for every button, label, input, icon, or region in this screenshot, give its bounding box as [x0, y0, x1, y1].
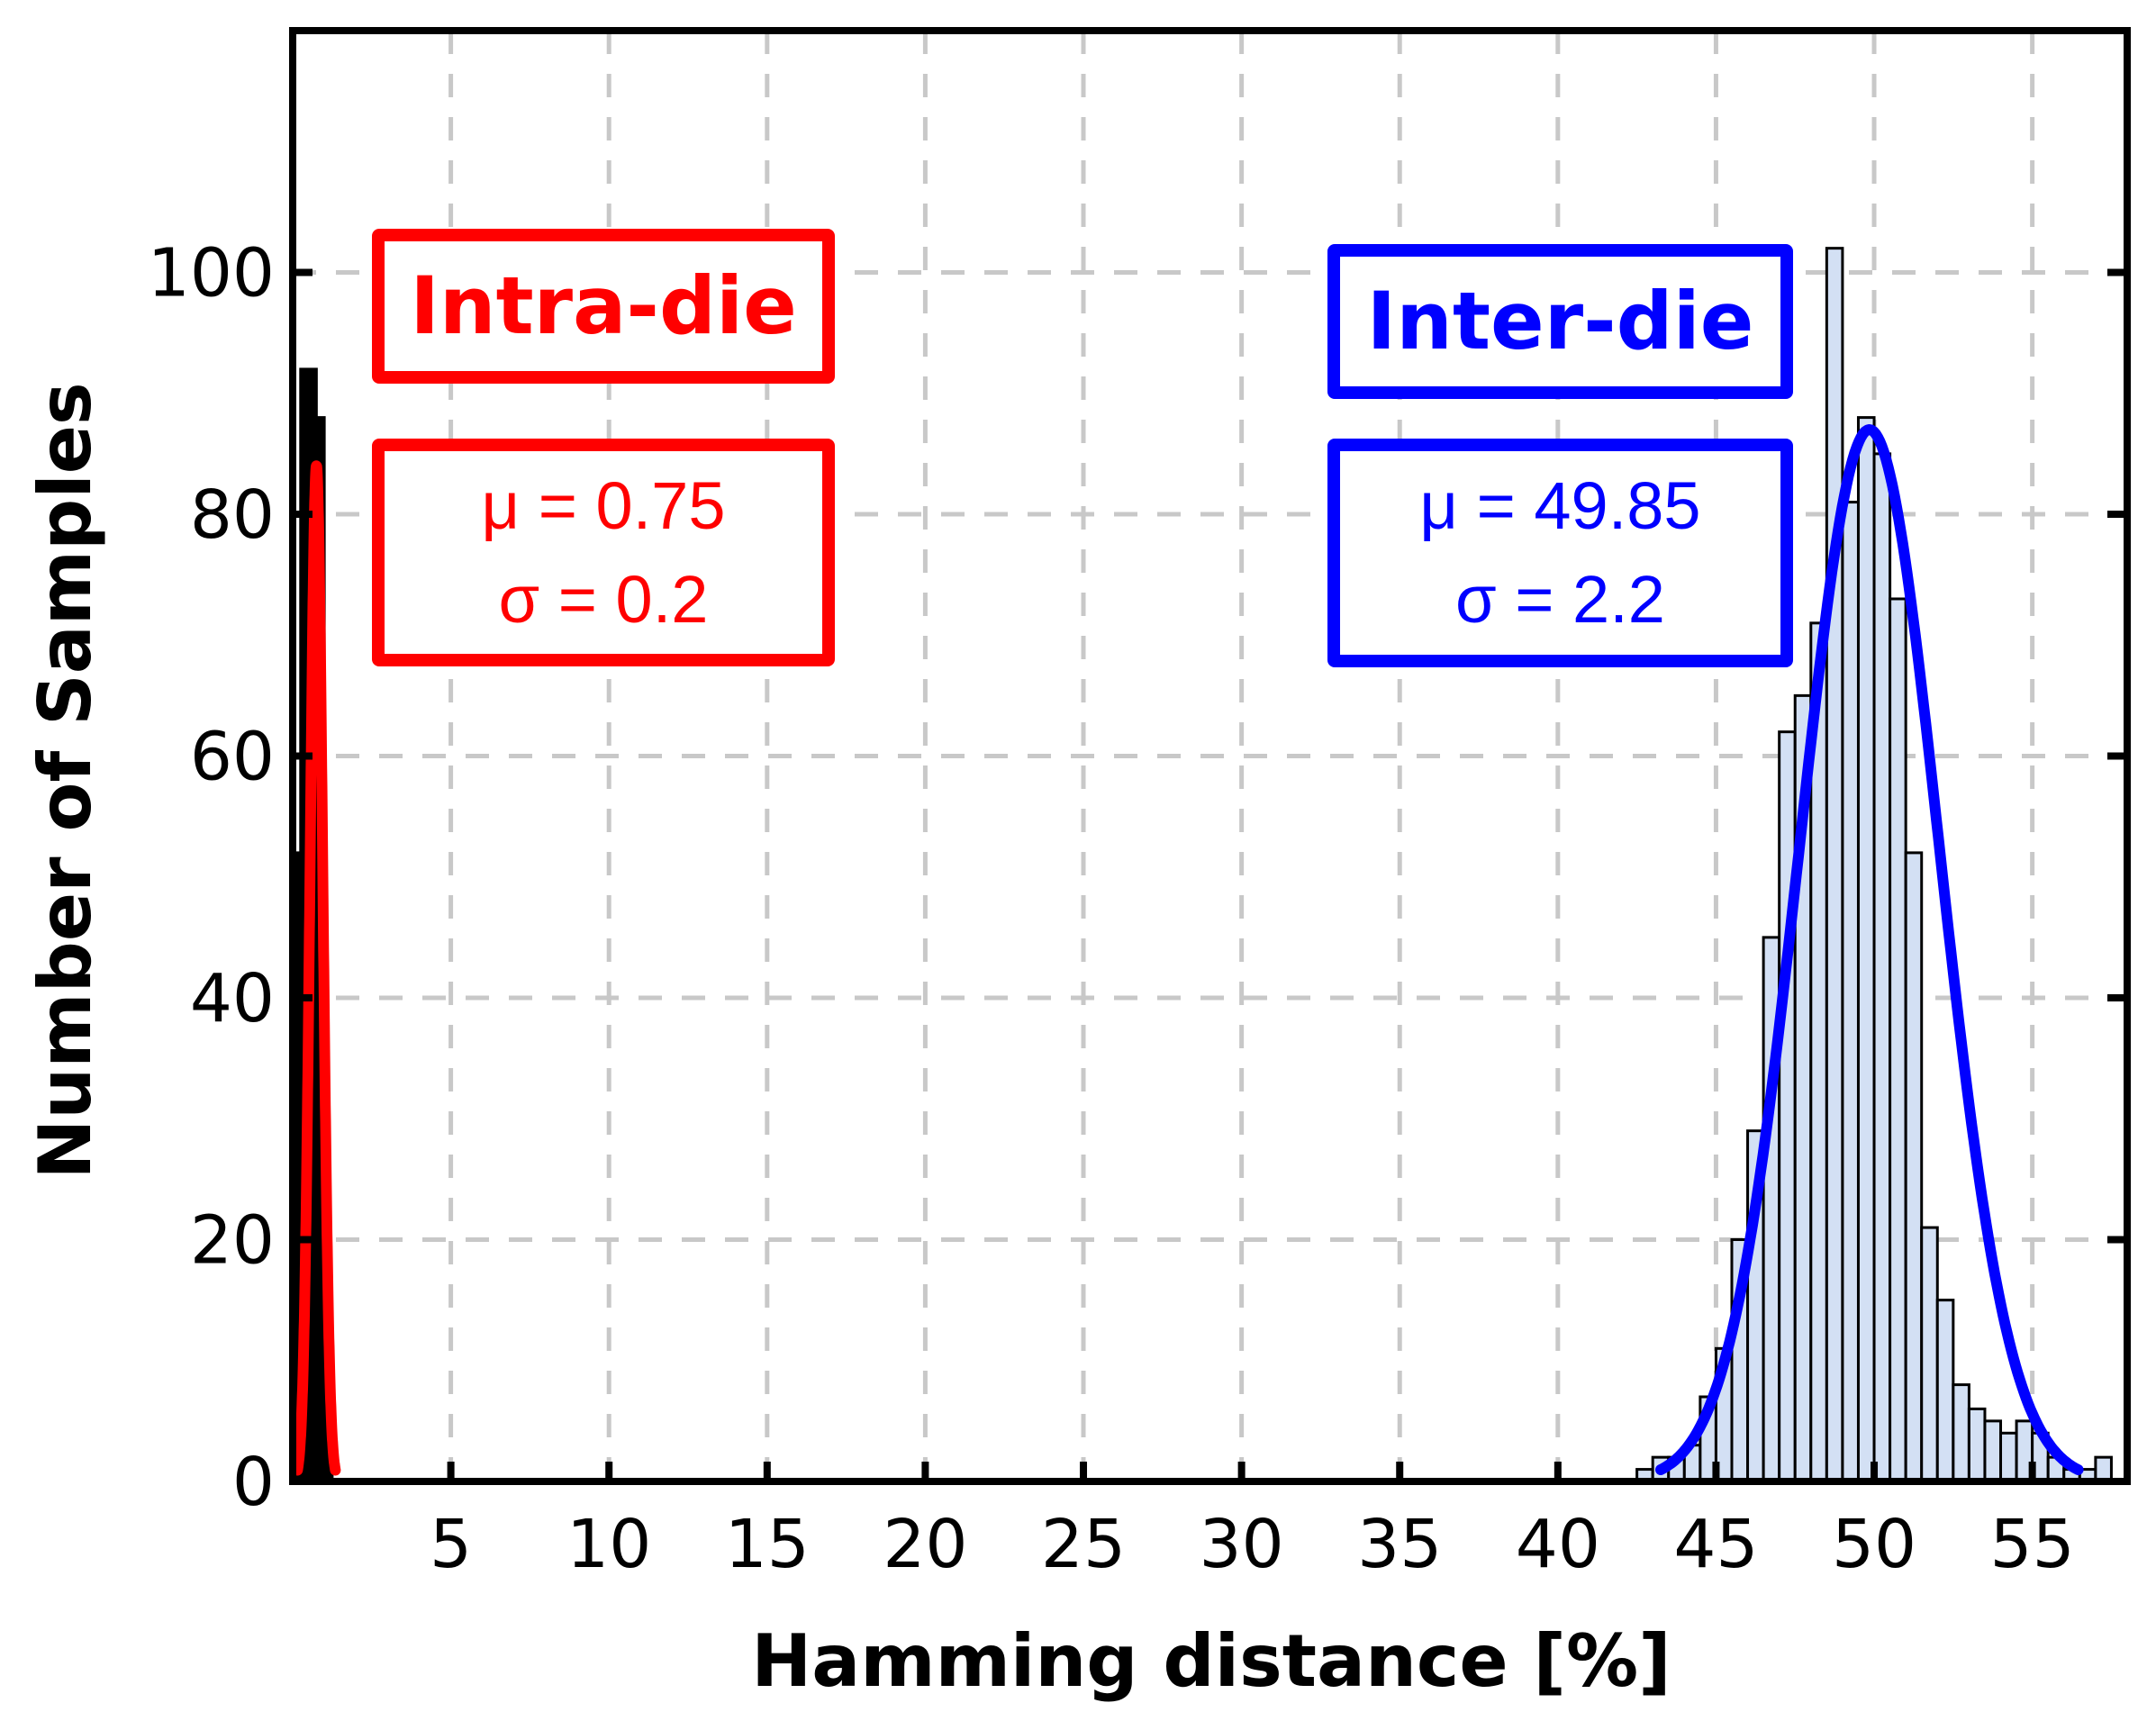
- inter-die-mu: μ = 49.85: [1419, 468, 1701, 544]
- intra-die-title: Intra-die: [410, 259, 797, 352]
- x-tick-label: 50: [1832, 1506, 1916, 1583]
- intra-die-stats-box: μ = 0.75 σ = 0.2: [372, 439, 835, 666]
- histogram-bar: [1999, 1431, 2018, 1483]
- y-tick-label: 100: [148, 235, 275, 312]
- gaussian-fit-line: [1655, 424, 2084, 1475]
- intra-die-sigma: σ = 0.2: [498, 561, 709, 637]
- x-tick-label: 30: [1200, 1506, 1284, 1583]
- inter-die-title-box: Inter-die: [1327, 244, 1793, 399]
- y-tick-label: 0: [232, 1444, 275, 1521]
- x-tick-label: 10: [566, 1506, 651, 1583]
- tick-labels: 0 20 40 60 80 100 5 10 15 20 25 30 35 40 45 50 55: [148, 235, 2075, 1584]
- histogram-bars: [291, 247, 2113, 1483]
- intra-die-title-box: Intra-die: [372, 229, 835, 384]
- gaussian-fits: [292, 424, 2084, 1476]
- histogram-bar: [1778, 730, 1797, 1483]
- y-tick-label: 40: [190, 960, 275, 1037]
- x-tick-label: 5: [430, 1506, 472, 1583]
- y-tick-label: 60: [190, 719, 275, 796]
- histogram-bar: [1983, 1419, 2003, 1483]
- histogram-bar: [1856, 416, 1876, 1483]
- inter-die-stats-box: μ = 49.85 σ = 2.2: [1327, 439, 1793, 667]
- gaussian-fit-line: [292, 460, 341, 1476]
- x-tick-label: 35: [1357, 1506, 1442, 1583]
- histogram-bar: [1935, 1299, 1955, 1483]
- histogram-bar: [1825, 247, 1844, 1483]
- inter-die-title: Inter-die: [1366, 275, 1754, 367]
- x-tick-label: 40: [1516, 1506, 1600, 1583]
- histogram-bar: [1920, 1226, 1939, 1483]
- x-tick-label: 15: [725, 1506, 810, 1583]
- y-tick-label: 20: [190, 1202, 275, 1280]
- histogram-bar: [1952, 1383, 1970, 1483]
- x-tick-label: 20: [883, 1506, 967, 1583]
- histogram-bar: [2094, 1455, 2113, 1483]
- histogram-bar: [1904, 851, 1924, 1483]
- y-tick-label: 80: [190, 476, 275, 554]
- x-tick-label: 25: [1041, 1506, 1126, 1583]
- histogram-bar: [1841, 501, 1860, 1483]
- axis-ticks: [293, 268, 2127, 1485]
- histogram-bar: [1889, 597, 1907, 1483]
- x-axis-label: Hamming distance [%]: [751, 1619, 1671, 1703]
- histogram-bar: [1872, 452, 1892, 1483]
- y-axis-label: Number of Samples: [23, 382, 107, 1179]
- histogram-bar: [1967, 1407, 1987, 1483]
- x-tick-label: 55: [1990, 1506, 2075, 1583]
- x-tick-label: 45: [1673, 1506, 1758, 1583]
- inter-die-sigma: σ = 2.2: [1455, 562, 1665, 637]
- intra-die-mu: μ = 0.75: [481, 467, 726, 543]
